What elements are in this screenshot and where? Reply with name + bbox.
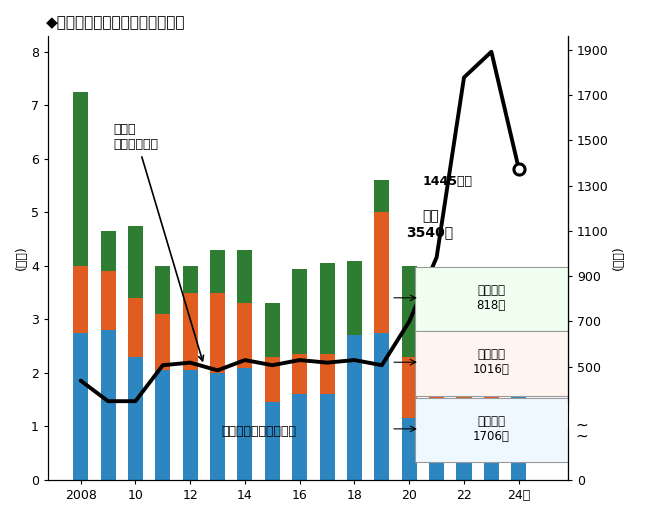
Bar bbox=[128, 298, 143, 357]
Text: 合計
3540人: 合計 3540人 bbox=[407, 209, 454, 239]
Bar bbox=[347, 336, 362, 480]
Bar bbox=[512, 334, 526, 389]
Bar bbox=[320, 354, 335, 394]
Bar bbox=[512, 291, 526, 334]
Bar bbox=[73, 266, 88, 333]
Bar bbox=[456, 357, 471, 413]
FancyBboxPatch shape bbox=[415, 331, 568, 396]
Bar bbox=[484, 303, 499, 359]
Bar bbox=[265, 303, 280, 357]
Bar bbox=[237, 368, 252, 480]
Bar bbox=[484, 405, 499, 480]
Text: 運転体験
818人: 運転体験 818人 bbox=[476, 284, 506, 312]
Bar bbox=[210, 373, 225, 480]
Bar bbox=[155, 266, 170, 314]
Bar bbox=[320, 263, 335, 354]
Bar bbox=[374, 180, 389, 212]
Bar bbox=[512, 389, 526, 480]
Bar bbox=[101, 330, 116, 480]
Bar bbox=[128, 357, 143, 480]
Bar bbox=[484, 359, 499, 405]
Bar bbox=[265, 402, 280, 480]
Bar bbox=[320, 394, 335, 480]
Bar bbox=[183, 266, 198, 293]
Bar bbox=[237, 250, 252, 303]
FancyBboxPatch shape bbox=[415, 267, 568, 331]
Bar bbox=[402, 418, 417, 480]
Bar bbox=[568, 412, 630, 480]
Y-axis label: (万円): (万円) bbox=[612, 246, 625, 270]
Bar bbox=[292, 394, 307, 480]
Text: 1445万円: 1445万円 bbox=[423, 175, 473, 188]
Bar bbox=[402, 266, 417, 357]
Bar bbox=[347, 261, 362, 336]
Bar bbox=[101, 231, 116, 271]
Text: ~: ~ bbox=[576, 429, 589, 444]
Bar bbox=[101, 271, 116, 330]
Bar bbox=[155, 370, 170, 480]
Text: 乗車体験
1706人: 乗車体験 1706人 bbox=[473, 415, 510, 443]
Bar bbox=[210, 250, 225, 293]
Bar bbox=[292, 354, 307, 394]
Bar bbox=[237, 303, 252, 368]
Bar bbox=[429, 421, 444, 480]
Bar bbox=[374, 333, 389, 480]
Text: 売上高
（右目盛り）: 売上高 （右目盛り） bbox=[114, 124, 203, 361]
Bar bbox=[456, 279, 471, 357]
Bar bbox=[265, 357, 280, 402]
Y-axis label: (千人): (千人) bbox=[15, 246, 28, 270]
Bar bbox=[73, 333, 88, 480]
Bar bbox=[374, 212, 389, 333]
Text: ◆りくべつ鉄道利用者数と売上高: ◆りくべつ鉄道利用者数と売上高 bbox=[46, 16, 185, 31]
Bar bbox=[292, 268, 307, 354]
Bar bbox=[456, 413, 471, 480]
Bar bbox=[429, 354, 444, 421]
Text: ~: ~ bbox=[576, 417, 589, 432]
Bar bbox=[73, 92, 88, 266]
Bar bbox=[183, 370, 198, 480]
Bar bbox=[155, 314, 170, 370]
Bar bbox=[128, 226, 143, 298]
Text: 利用者数（左目盛り）: 利用者数（左目盛り） bbox=[221, 425, 296, 438]
Bar bbox=[429, 303, 444, 354]
Bar bbox=[402, 357, 417, 418]
Bar bbox=[210, 293, 225, 373]
Bar bbox=[183, 293, 198, 370]
Text: トロッコ
1016人: トロッコ 1016人 bbox=[473, 348, 510, 376]
FancyBboxPatch shape bbox=[415, 398, 568, 462]
